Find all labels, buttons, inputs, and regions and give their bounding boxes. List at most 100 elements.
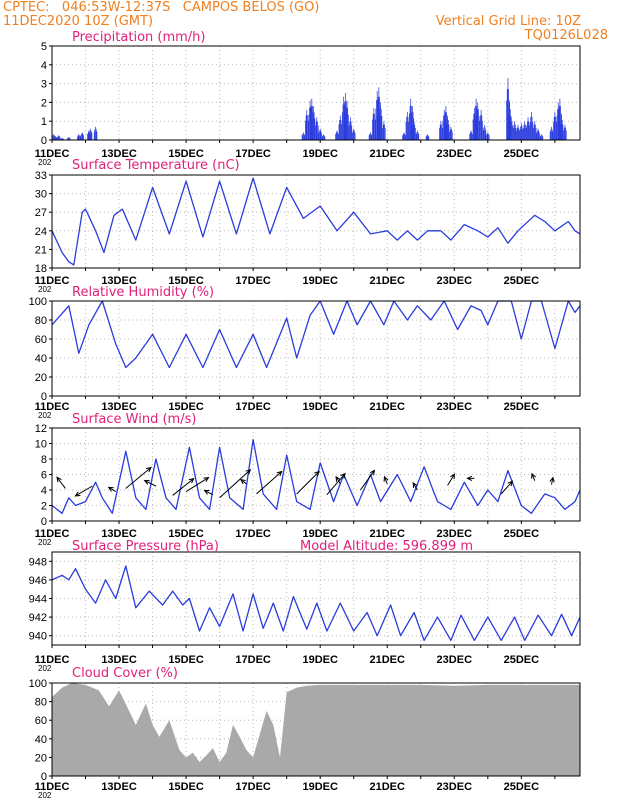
wind-arrow-head xyxy=(335,475,341,482)
precip-bar xyxy=(82,133,84,140)
precip-bar xyxy=(508,109,510,140)
precip-bar xyxy=(316,117,318,140)
x-tick-label: 25DEC xyxy=(504,148,540,160)
precip-bar xyxy=(340,119,342,140)
precip-bar xyxy=(476,109,478,140)
wind-arrow-head xyxy=(203,489,210,495)
precip-bar xyxy=(529,125,530,140)
precip-bar xyxy=(374,119,376,140)
x-tick-label: 21DEC xyxy=(370,148,406,160)
y-tick-label: 4 xyxy=(41,60,47,72)
precip-bar xyxy=(510,121,511,140)
x-tick-label: 15DEC xyxy=(168,401,204,413)
x-tick-label: 15DEC xyxy=(168,781,204,793)
precip-bar xyxy=(415,133,417,140)
x-tick-label: 17DEC xyxy=(235,275,271,287)
y-tick-label: 20 xyxy=(35,372,47,384)
y-tick-label: 18 xyxy=(35,263,47,275)
precip-bar xyxy=(553,116,555,140)
precip-bar xyxy=(404,135,406,140)
precip-bar xyxy=(352,132,353,140)
x-tick-label: 13DEC xyxy=(101,148,137,160)
precip-bar xyxy=(540,135,542,140)
panel-4: 940 942 944 946 948 11DEC 13DEC 15DEC 17DEC 19DEC… xyxy=(29,539,581,673)
precip-bar xyxy=(475,106,476,140)
x-year-fragment: 202 xyxy=(38,791,52,800)
y-tick-label: 0 xyxy=(41,135,47,147)
precip-bar xyxy=(531,116,533,140)
precip-bar xyxy=(313,112,315,140)
x-tick-label: 13DEC xyxy=(101,654,137,666)
precip-bar xyxy=(485,130,487,140)
precip-bar xyxy=(341,124,343,140)
precip-bar xyxy=(53,134,55,140)
precip-bar xyxy=(341,112,343,140)
precip-bar xyxy=(484,124,485,140)
precip-bar xyxy=(368,135,370,140)
y-tick-label: 40 xyxy=(35,353,47,365)
precip-bar xyxy=(450,126,452,140)
x-tick-label: 23DEC xyxy=(437,401,473,413)
precip-bar xyxy=(347,107,349,140)
precip-bar xyxy=(382,124,384,140)
y-tick-label: 0 xyxy=(41,516,47,528)
precip-bar xyxy=(91,132,93,140)
precip-bar xyxy=(441,127,443,140)
precip-bar xyxy=(524,124,526,140)
precip-bar xyxy=(310,106,312,140)
precip-bar xyxy=(444,112,446,140)
wind-arrow-shaft xyxy=(256,471,283,495)
panel-frame xyxy=(51,300,581,397)
wind-arrow-shaft xyxy=(412,482,418,491)
header-station-line: CPTEC: 046:53W-12:37S CAMPOS BELOS (GO) xyxy=(3,0,320,15)
precip-bar xyxy=(541,134,542,140)
wind-arrow-head xyxy=(143,480,150,485)
panel-title: Relative Humidity (%) xyxy=(72,285,214,300)
chart-header: CPTEC: 046:53W-12:37S CAMPOS BELOS (GO) … xyxy=(0,0,618,44)
precip-bar xyxy=(513,124,515,140)
x-tick-label: 23DEC xyxy=(437,148,473,160)
precip-bar xyxy=(321,132,322,140)
precip-bar xyxy=(533,127,534,140)
precip-bar xyxy=(402,135,404,140)
precip-bar xyxy=(60,138,62,140)
precip-bar xyxy=(373,108,375,140)
wind-arrow-head xyxy=(145,466,152,473)
precip-bar xyxy=(338,124,340,140)
precip-bar xyxy=(449,129,451,140)
precip-bar xyxy=(480,109,482,140)
precip-bar xyxy=(339,119,341,140)
precip-bar xyxy=(510,117,512,140)
y-tick-label: 946 xyxy=(29,575,47,587)
precip-bar xyxy=(478,109,479,140)
x-tick-label: 11DEC xyxy=(35,275,70,287)
precip-bar xyxy=(514,121,515,140)
precip-bar xyxy=(418,133,420,140)
precip-bar xyxy=(529,121,531,140)
precip-bar xyxy=(414,124,416,140)
x-tick-label: 21DEC xyxy=(370,275,406,287)
precip-bar xyxy=(81,132,83,140)
y-tick-label: 20 xyxy=(35,752,47,764)
precip-bar xyxy=(555,116,556,140)
precip-bar xyxy=(68,137,70,140)
x-tick-label: 13DEC xyxy=(101,528,137,540)
precip-bar xyxy=(372,113,374,140)
precip-bar xyxy=(353,128,355,140)
precip-bar xyxy=(506,100,507,140)
x-tick-label: 17DEC xyxy=(235,148,271,160)
y-tick-label: 80 xyxy=(35,315,47,327)
y-tick-label: 944 xyxy=(29,594,47,606)
panel-frame xyxy=(51,682,581,777)
precip-bar xyxy=(557,109,558,140)
precip-bar xyxy=(520,126,522,140)
wind-arrow-shaft xyxy=(172,478,194,496)
wind-arrow-head xyxy=(276,470,283,477)
precip-bar xyxy=(470,132,471,140)
wind-arrow-head xyxy=(107,486,114,492)
precip-bar xyxy=(526,121,528,140)
precip-bar xyxy=(549,131,551,140)
precip-bar xyxy=(59,136,61,140)
precip-bar xyxy=(56,136,58,140)
x-tick-label: 23DEC xyxy=(437,528,473,540)
